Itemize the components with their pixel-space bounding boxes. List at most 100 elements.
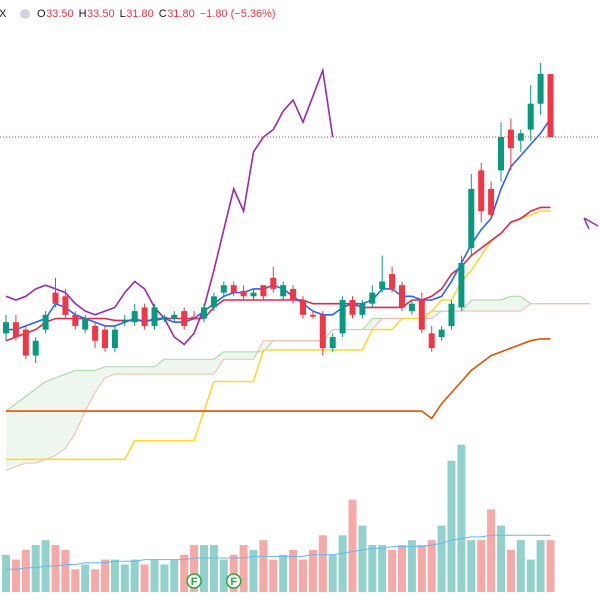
change: −1.80 (−5.36%) [200,8,276,20]
status-dot [20,9,30,19]
candle-body [3,322,9,334]
volume-bar [249,549,258,592]
volume-bar [101,559,109,592]
candle-body [399,285,405,308]
legend-header: X O 33.50 H 33.50 L 31.80 C 31.80 −1.80 (−5.36%) [0,8,276,20]
volume-bar [279,554,288,592]
candle-body [339,300,346,334]
candle-body [389,274,396,289]
volume-bar [378,545,387,592]
volume-bar [219,559,228,592]
candle-body [191,316,198,319]
candle-body [12,322,19,338]
volume-bar [447,460,456,592]
candle-body [428,333,435,349]
volume-bar [170,559,179,592]
candle-body [507,129,514,149]
candle-body [379,281,386,289]
indicator-line [6,338,551,420]
ohlc-value: 31.80 [126,8,154,20]
volume-bar [209,545,218,592]
candle-body [280,285,287,297]
volume-bar [150,559,159,592]
volume-bar [71,569,80,592]
ohlc-label: O [37,8,46,20]
candle-body [468,188,475,249]
candle-body [22,329,29,356]
candle-body [240,290,247,297]
volume-bar [259,540,268,592]
candle-body [458,262,465,308]
ohlc-label: C [159,8,167,20]
candle-body [270,277,277,289]
candle-body [111,329,118,349]
candle-body [260,285,267,297]
volume-bar [358,525,367,592]
candle-body [201,307,207,319]
event-marker-label: F [230,576,237,588]
volume-bar [11,559,20,592]
candle-body [32,340,39,356]
volume-bar [160,564,169,592]
candle-body [141,307,148,326]
volume-bar [487,509,496,592]
ohlc-value: 31.80 [167,8,195,20]
volume-bar [417,545,426,592]
candle-body [82,318,89,330]
candle-body [329,337,336,349]
volume-bar [190,545,199,592]
volume-bar [427,540,436,592]
volume-ma [6,534,551,570]
candle-body [210,296,217,308]
volume-bar [328,554,337,592]
candle-body [309,314,316,317]
volume-bar [536,540,545,592]
volume-bar [81,564,90,592]
candle-body [72,314,79,326]
candle-body [349,300,356,315]
volume-bar [407,540,416,592]
volume-bar [338,535,347,592]
candle-body [478,170,485,212]
event-marker [225,573,242,589]
volume-bar [91,569,100,592]
candle-body [230,285,237,293]
volume-bar [21,549,30,592]
candle-body [151,307,158,326]
volume-bar [497,525,505,592]
candle-body [181,311,188,326]
volume-bar [130,559,139,592]
candle-body [359,303,366,315]
candle-body [319,314,326,349]
candle-body [547,74,554,138]
candle-body [300,300,306,315]
volume-bar [467,540,476,592]
ohlc-label: H [79,8,87,20]
volume-bar [526,559,535,592]
volume-bar [269,559,278,592]
volume-bar [120,564,129,592]
candle-body [171,314,178,319]
ohlc-value: 33.50 [87,8,115,20]
candle-body [448,303,455,326]
candle-body [527,103,534,130]
volume-bar [31,545,40,592]
volume-bar [546,540,555,592]
candle-body [488,188,495,215]
candle-body [250,292,257,297]
volume-bar [506,549,515,592]
volume-bar [110,559,119,592]
candle-body [42,314,49,330]
candle-body [62,296,69,315]
indicator-line [5,67,334,346]
candle-body [438,329,445,338]
candle-body [369,292,376,304]
volume-bar [239,545,248,592]
volume-bar [2,554,10,592]
volume-bar [299,559,307,592]
volume-bar [61,549,70,592]
volume-bar [477,540,486,592]
volume-bar [308,549,317,592]
